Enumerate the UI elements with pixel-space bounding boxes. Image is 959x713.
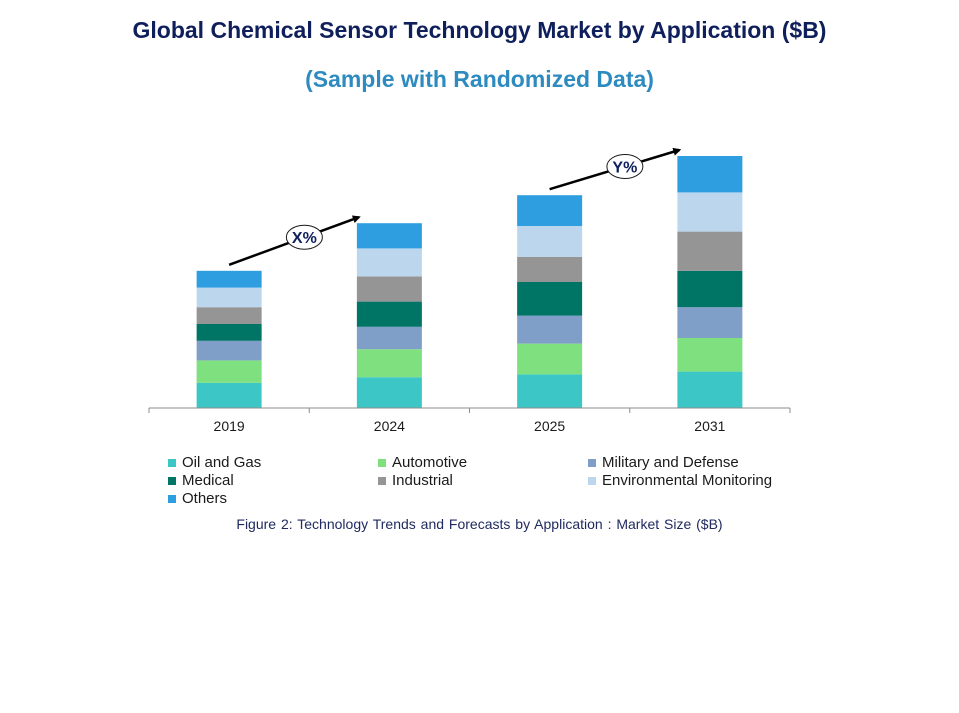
legend-item-environmental-monitoring: Environmental Monitoring	[588, 472, 808, 490]
bar-segment-environmental-monitoring-2031	[677, 192, 743, 232]
bar-segment-environmental-monitoring-2019	[196, 287, 262, 308]
bar-segment-others-2019	[196, 270, 262, 288]
x-tick-label: 2025	[534, 418, 565, 434]
bar-segment-industrial-2025	[517, 256, 583, 282]
bar-segment-automotive-2025	[517, 343, 583, 375]
legend-swatch	[378, 459, 386, 467]
legend-swatch	[378, 477, 386, 485]
bar-segment-military-and-defense-2025	[517, 315, 583, 344]
chart-title: Global Chemical Sensor Technology Market…	[132, 17, 827, 43]
bars-layer	[196, 156, 743, 408]
bar-segment-others-2024	[356, 223, 422, 249]
bar-segment-automotive-2031	[677, 338, 743, 372]
bar-segment-medical-2025	[517, 282, 583, 316]
legend-item-automotive: Automotive	[378, 454, 588, 472]
growth-label-bubble	[606, 153, 644, 179]
bar-segment-others-2025	[517, 195, 583, 226]
growth-annotations: X% Y%	[228, 147, 682, 266]
bar-segment-industrial-2019	[196, 307, 262, 324]
bar-segment-military-and-defense-2031	[677, 307, 743, 338]
bar-segment-oil-and-gas-2024	[356, 377, 422, 408]
chart-subtitle: (Sample with Randomized Data)	[305, 66, 654, 92]
x-tick-label: 2031	[694, 418, 725, 434]
figure-caption: Figure 2: Technology Trends and Forecast…	[236, 516, 723, 532]
bar-segment-industrial-2024	[356, 276, 422, 302]
legend-item-military-and-defense: Military and Defense	[588, 454, 808, 472]
bar-segment-medical-2019	[196, 324, 262, 341]
bar-segment-military-and-defense-2024	[356, 326, 422, 350]
x-tick-label: 2024	[374, 418, 405, 434]
legend: Oil and Gas Automotive Military and Defe…	[168, 454, 808, 508]
bar-segment-industrial-2031	[677, 231, 743, 271]
legend-swatch	[168, 477, 176, 485]
bar-segment-automotive-2024	[356, 349, 422, 378]
legend-label: Industrial	[392, 472, 453, 489]
legend-label: Military and Defense	[602, 454, 739, 471]
x-tick-label: 2019	[214, 418, 245, 434]
legend-item-industrial: Industrial	[378, 472, 588, 490]
growth-label: X%	[292, 230, 317, 247]
legend-swatch	[168, 495, 176, 503]
legend-item-oil-and-gas: Oil and Gas	[168, 454, 378, 472]
bar-segment-oil-and-gas-2019	[196, 382, 262, 408]
legend-label: Oil and Gas	[182, 454, 262, 471]
bar-segment-environmental-monitoring-2025	[517, 226, 583, 257]
bar-segment-others-2031	[677, 156, 743, 193]
bar-segment-medical-2024	[356, 301, 422, 327]
legend-label: Medical	[182, 472, 234, 489]
growth-label: Y%	[612, 159, 637, 176]
legend-label: Others	[182, 490, 228, 507]
legend-swatch	[168, 459, 176, 467]
legend-label: Automotive	[392, 454, 468, 471]
legend-item-medical: Medical	[168, 472, 378, 490]
bar-segment-environmental-monitoring-2024	[356, 248, 422, 277]
bar-segment-automotive-2019	[196, 360, 262, 383]
bar-segment-oil-and-gas-2031	[677, 371, 743, 408]
x-axis: 2019 2024 2025 2031	[148, 407, 791, 434]
legend-swatch	[588, 477, 596, 485]
legend-swatch	[588, 459, 596, 467]
growth-label-bubble	[285, 224, 323, 250]
bar-segment-oil-and-gas-2025	[517, 374, 583, 408]
legend-label: Environmental Monitoring	[602, 472, 773, 489]
legend-item-others: Others	[168, 490, 378, 508]
bar-segment-medical-2031	[677, 270, 743, 308]
bar-segment-military-and-defense-2019	[196, 340, 262, 361]
